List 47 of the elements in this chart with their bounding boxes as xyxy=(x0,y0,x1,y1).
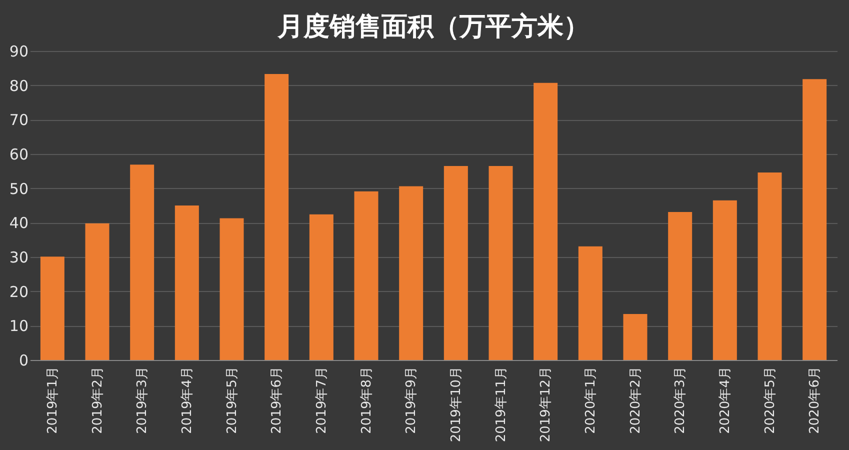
y-tick-label: 20 xyxy=(9,282,28,301)
chart-title: 月度销售面积（万平方米） xyxy=(276,12,590,42)
bar xyxy=(444,166,468,360)
bar xyxy=(578,246,602,360)
x-tick-label: 2019年11月 xyxy=(494,366,509,442)
y-tick-label: 0 xyxy=(18,352,28,370)
bar xyxy=(758,172,782,360)
bar xyxy=(534,82,558,360)
y-tick-label: 30 xyxy=(9,248,28,266)
x-tick-label: 2020年5月 xyxy=(762,366,778,434)
x-tick-label: 2019年10月 xyxy=(448,366,464,442)
x-tick-label: 2019年6月 xyxy=(270,366,285,434)
bar xyxy=(40,256,64,360)
bar xyxy=(623,314,648,360)
x-tick-label: 2019年12月 xyxy=(538,366,554,442)
x-tick-label: 2019年2月 xyxy=(90,366,106,434)
y-tick-label: 70 xyxy=(9,111,28,130)
bar xyxy=(174,206,199,360)
bar xyxy=(399,186,424,360)
x-tick-label: 2019年3月 xyxy=(135,366,150,434)
bar xyxy=(309,214,334,360)
x-tick-label: 2020年3月 xyxy=(673,366,688,434)
y-tick-label: 40 xyxy=(9,214,28,232)
bar xyxy=(220,218,244,360)
bar xyxy=(354,191,378,360)
x-tick-label: 2019年1月 xyxy=(45,366,60,434)
y-tick-label: 90 xyxy=(9,42,28,60)
y-tick-label: 10 xyxy=(9,317,28,336)
bar xyxy=(488,166,513,360)
x-tick-label: 2020年6月 xyxy=(808,366,823,434)
bar xyxy=(668,212,692,360)
x-tick-label: 2019年8月 xyxy=(359,366,374,434)
y-tick-label: 80 xyxy=(9,76,28,95)
y-tick-label: 60 xyxy=(9,146,28,164)
bar xyxy=(802,79,827,360)
bar xyxy=(130,164,154,360)
bar xyxy=(85,223,110,360)
x-tick-label: 2019年7月 xyxy=(314,366,330,434)
bar xyxy=(712,200,737,360)
x-tick-label: 2020年1月 xyxy=(583,366,598,434)
y-tick-label: 50 xyxy=(9,180,28,198)
x-tick-label: 2019年4月 xyxy=(180,366,195,434)
x-tick-label: 2019年9月 xyxy=(404,366,420,434)
x-tick-label: 2020年2月 xyxy=(628,366,644,434)
x-tick-label: 2019年5月 xyxy=(224,366,240,434)
bar xyxy=(264,74,289,360)
x-tick-label: 2020年4月 xyxy=(718,366,733,434)
